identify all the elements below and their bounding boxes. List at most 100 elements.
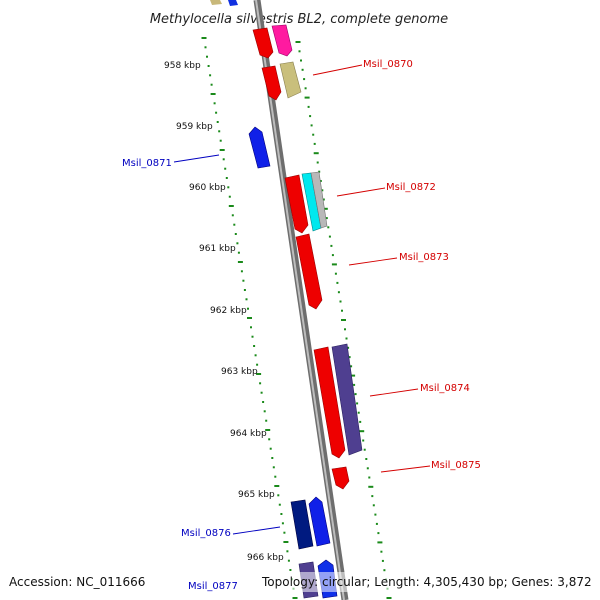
- kbp-tick-labels: 958 kbp 959 kbp 960 kbp 961 kbp 962 kbp …: [164, 61, 284, 563]
- leader-msil-0872: [336, 187, 386, 197]
- right-tick-40: [357, 411, 360, 414]
- left-tick-2: [206, 55, 208, 58]
- left-tick-44: [269, 447, 272, 450]
- gene-msil-0874-a[interactable]: [313, 346, 346, 459]
- left-tick-40: [263, 410, 266, 413]
- tick-label-965: 965 kbp: [238, 490, 275, 500]
- left-tick-33: [253, 345, 256, 347]
- gene-top-blue[interactable]: [228, 0, 238, 6]
- leader-msil-0871: [173, 154, 220, 163]
- left-tick-57: [289, 569, 292, 571]
- right-tick-26: [336, 281, 339, 284]
- gene-msil-0873[interactable]: [295, 233, 323, 310]
- left-tick-13: [222, 158, 225, 161]
- right-tick-30: [341, 319, 346, 321]
- right-tick-53: [377, 532, 380, 535]
- right-tick-24: [331, 263, 337, 266]
- left-tick-18: [228, 205, 234, 207]
- left-tick-25: [240, 270, 243, 273]
- right-tick-56: [381, 559, 384, 562]
- left-tick-4: [209, 74, 212, 77]
- right-tick-19: [325, 217, 328, 220]
- left-tick-48: [274, 485, 280, 487]
- left-tick-20: [233, 223, 236, 226]
- tick-label-958: 958 kbp: [164, 61, 201, 71]
- gene-top-magenta[interactable]: [271, 24, 293, 57]
- right-tick-47: [368, 476, 371, 479]
- left-tick-43: [268, 438, 271, 441]
- gene-msil-0870-b[interactable]: [279, 61, 302, 99]
- label-msil-0871[interactable]: Msil_0871: [122, 158, 172, 169]
- left-tick-35: [256, 363, 259, 366]
- right-tick-0: [295, 41, 301, 43]
- right-tick-5: [304, 87, 307, 90]
- right-tick-7: [307, 105, 310, 108]
- right-tick-1: [298, 50, 301, 53]
- gene-msil-0876-b[interactable]: [308, 496, 331, 547]
- right-tick-49: [371, 495, 374, 498]
- left-tick-10: [218, 130, 221, 133]
- left-tick-46: [272, 466, 275, 469]
- left-tick-36: [256, 373, 262, 375]
- right-tick-60: [386, 597, 392, 599]
- right-tick-15: [319, 180, 322, 182]
- left-tick-12: [219, 149, 225, 151]
- label-msil-0877[interactable]: Msil_0877: [188, 581, 238, 592]
- right-tick-3: [301, 68, 304, 71]
- tick-label-961: 961 kbp: [199, 244, 236, 254]
- right-tick-54: [377, 541, 383, 544]
- label-msil-0872[interactable]: Msil_0872: [386, 182, 436, 193]
- leader-msil-0874: [369, 388, 419, 397]
- left-tick-49: [277, 494, 280, 497]
- label-msil-0870[interactable]: Msil_0870: [363, 59, 413, 70]
- left-tick-19: [231, 214, 234, 217]
- right-tick-57: [383, 569, 386, 572]
- right-tick-39: [356, 402, 359, 405]
- leader-msil-0875: [380, 465, 431, 473]
- right-tick-9: [310, 124, 313, 127]
- right-tick-track: [295, 41, 392, 599]
- leader-msil-0876: [232, 526, 281, 535]
- left-tick-21: [234, 233, 237, 235]
- gene-msil-0871[interactable]: [248, 126, 271, 169]
- tick-label-966: 966 kbp: [247, 553, 284, 563]
- forward-genes: [210, 0, 363, 490]
- label-leaders: [173, 64, 431, 535]
- right-tick-6: [304, 96, 310, 99]
- right-tick-20: [327, 226, 330, 229]
- left-tick-0: [201, 37, 207, 39]
- left-tick-47: [274, 475, 277, 478]
- left-tick-28: [245, 298, 248, 301]
- label-msil-0875[interactable]: Msil_0875: [431, 460, 481, 471]
- label-msil-0873[interactable]: Msil_0873: [399, 252, 449, 263]
- label-msil-0874[interactable]: Msil_0874: [420, 383, 470, 394]
- right-tick-8: [309, 115, 312, 118]
- gene-msil-0874-b[interactable]: [331, 343, 363, 456]
- left-tick-9: [216, 121, 219, 123]
- gene-labels: Msil_0870 Msil_0871 Msil_0872 Msil_0873 …: [122, 59, 481, 592]
- tick-label-963: 963 kbp: [221, 367, 258, 377]
- right-tick-32: [345, 337, 348, 340]
- gene-top-tan[interactable]: [210, 0, 222, 5]
- gene-msil-0872-c[interactable]: [310, 171, 328, 229]
- gene-msil-0875[interactable]: [331, 466, 350, 490]
- left-tick-26: [242, 279, 245, 282]
- right-tick-36: [350, 374, 356, 377]
- left-tick-37: [259, 382, 262, 385]
- left-tick-22: [236, 242, 239, 245]
- right-tick-27: [337, 291, 340, 294]
- gene-msil-0870-a[interactable]: [261, 65, 282, 101]
- left-tick-31: [250, 326, 252, 329]
- left-tick-30: [247, 317, 252, 319]
- right-tick-29: [341, 309, 343, 312]
- tick-label-964: 964 kbp: [230, 429, 267, 439]
- right-tick-11: [313, 142, 316, 145]
- right-tick-18: [322, 207, 328, 210]
- gene-top-red[interactable]: [252, 27, 274, 59]
- label-msil-0876[interactable]: Msil_0876: [181, 528, 231, 539]
- gene-msil-0872-a[interactable]: [284, 174, 309, 234]
- gene-msil-0876-a[interactable]: [290, 499, 314, 550]
- genome-backbone: [253, 0, 349, 600]
- left-tick-23: [237, 251, 240, 254]
- left-tick-56: [287, 559, 290, 562]
